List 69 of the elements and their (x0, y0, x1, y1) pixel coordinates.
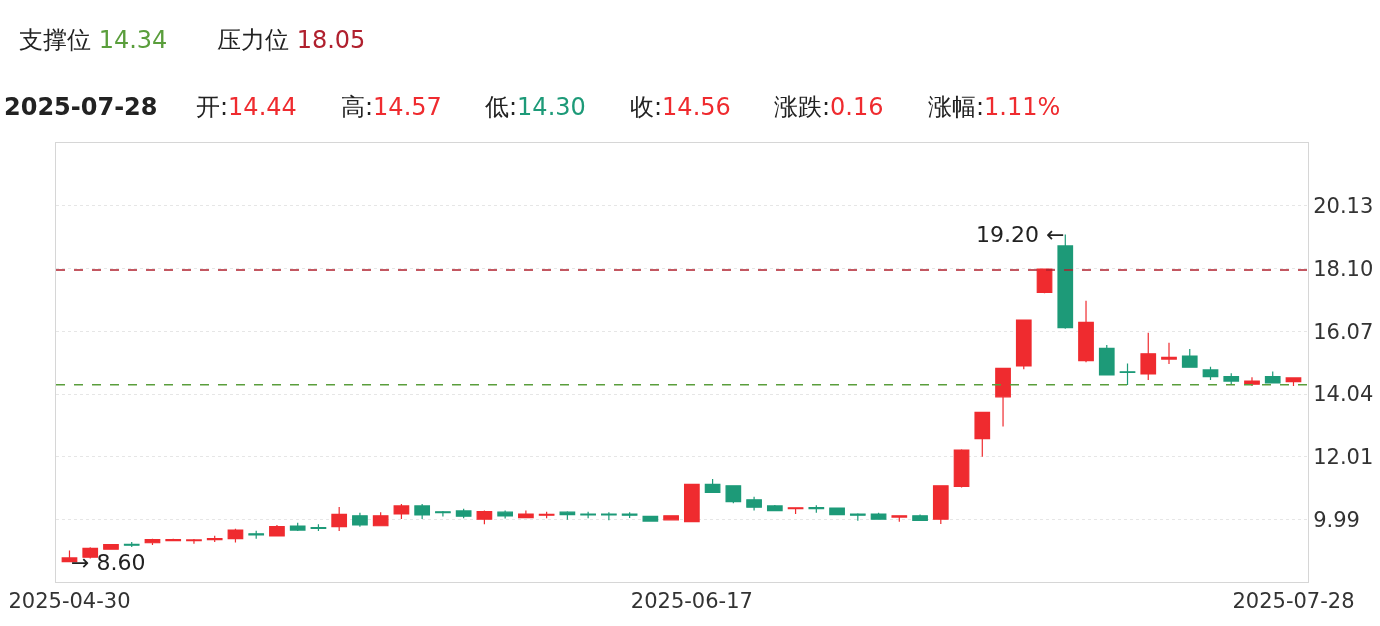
y-tick-label: 18.10 (1313, 256, 1374, 281)
candlestick (414, 503, 431, 520)
candlestick (269, 524, 285, 538)
text: 涨跌:0.16 (774, 93, 884, 121)
candlestick (580, 511, 596, 519)
candlestick (1161, 342, 1177, 365)
candlestick (1223, 372, 1240, 386)
candlestick (1119, 362, 1136, 386)
y-tick-label: 16.07 (1313, 319, 1374, 344)
candlestick (683, 483, 700, 523)
candlestick (82, 546, 99, 560)
text: 开:14.44 (196, 93, 297, 121)
candlestick (497, 509, 513, 520)
candlestick (849, 512, 866, 522)
text: 涨幅:1.11% (928, 93, 1061, 121)
candlestick (1098, 344, 1115, 376)
candlestick (912, 514, 928, 522)
annotation: → 8.60 (71, 550, 146, 575)
candlestick (995, 367, 1011, 428)
candlestick (601, 511, 617, 521)
y-tick-label: 9.99 (1313, 507, 1360, 532)
candlestick (186, 538, 202, 545)
candlestick (932, 484, 949, 525)
candlestick (227, 528, 244, 544)
candlestick (1181, 348, 1198, 369)
candlestick (289, 522, 306, 532)
candlestick (455, 508, 472, 519)
annotation: 19.20 ← (976, 222, 1065, 247)
text: 低:14.30 (485, 93, 586, 121)
candlestick (393, 503, 410, 520)
candlestick (891, 514, 908, 523)
candlestick (1285, 377, 1302, 387)
candlestick (642, 515, 659, 523)
y-tick-label: 12.01 (1313, 445, 1374, 470)
candlestick (953, 448, 970, 488)
candlestick (1078, 300, 1094, 363)
candlestick (518, 509, 534, 519)
text: 压力位 18.05 (217, 26, 366, 54)
candlestick (372, 511, 389, 527)
text: 2025-07-28 (4, 93, 158, 121)
candlestick (766, 504, 783, 512)
text: 高:14.57 (341, 93, 442, 121)
x-tick-label: 2025-04-30 (8, 589, 131, 614)
candlestick (1015, 319, 1032, 370)
candlestick (663, 514, 679, 522)
candlestick (746, 496, 762, 512)
text: 支撑位 14.34 (19, 26, 168, 54)
candlestick (1202, 366, 1219, 381)
y-tick-label: 20.13 (1313, 194, 1374, 219)
candlestick (1140, 332, 1157, 381)
candlestick (331, 506, 348, 532)
x-tick-label: 2025-06-17 (630, 589, 753, 614)
candlestick (621, 511, 638, 519)
candlestick (704, 478, 721, 494)
candlestick (559, 511, 576, 521)
candlestick (103, 543, 119, 551)
candlestick (725, 484, 742, 504)
x-tick-label: 2025-07-28 (1232, 589, 1355, 614)
candlestick (248, 530, 265, 540)
candlestick (1264, 370, 1281, 385)
candlestick (1244, 376, 1260, 387)
candlestick (974, 411, 991, 458)
text: 收:14.56 (630, 93, 731, 121)
candlestick (829, 506, 845, 516)
y-tick-label: 14.04 (1313, 382, 1374, 407)
candlestick (870, 512, 887, 521)
candlestick (476, 509, 493, 525)
candlestick (1036, 267, 1053, 294)
candlestick (352, 512, 368, 528)
